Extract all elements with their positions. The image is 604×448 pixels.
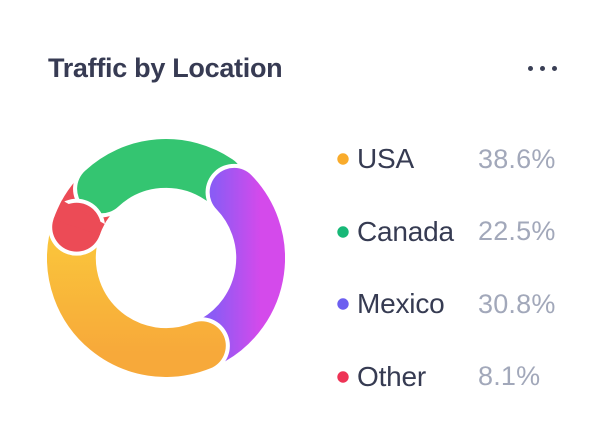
legend-value: 22.5% — [478, 216, 556, 246]
legend-item-usa: USA 38.6% — [337, 139, 563, 179]
ellipsis-dot — [540, 66, 545, 71]
legend-value: 38.6% — [478, 143, 556, 174]
legend-item-mexico: Mexico 30.8% — [337, 284, 563, 324]
donut-chart-svg — [42, 134, 290, 381]
legend-item-other: Other 8.1% — [337, 357, 563, 397]
donut-chart — [42, 134, 290, 381]
legend-label: Other — [357, 360, 427, 392]
legend-label: Mexico — [357, 288, 445, 319]
legend-label: Canada — [357, 215, 454, 247]
usa-dot-icon — [337, 153, 349, 165]
legend-value: 8.1% — [478, 361, 541, 391]
ellipsis-dot — [552, 66, 557, 71]
segment-other-cap-patch — [53, 200, 105, 236]
ellipsis-menu-button[interactable] — [520, 58, 565, 79]
mexico-dot-icon — [337, 298, 349, 310]
page-title: Traffic by Location — [48, 53, 283, 83]
legend-item-canada: Canada 22.5% — [337, 212, 563, 252]
legend-label: USA — [357, 143, 414, 174]
segment-canada[interactable] — [77, 139, 244, 214]
segment-usa[interactable] — [47, 215, 226, 377]
other-dot-icon — [337, 370, 349, 383]
chart-legend: USA 38.6% Canada 22.5% Mexico 30.8% Othe… — [337, 139, 563, 397]
canada-dot-icon — [337, 225, 349, 238]
ellipsis-dot — [528, 66, 533, 71]
segment-mexico[interactable] — [188, 167, 286, 365]
legend-value: 30.8% — [478, 288, 556, 319]
